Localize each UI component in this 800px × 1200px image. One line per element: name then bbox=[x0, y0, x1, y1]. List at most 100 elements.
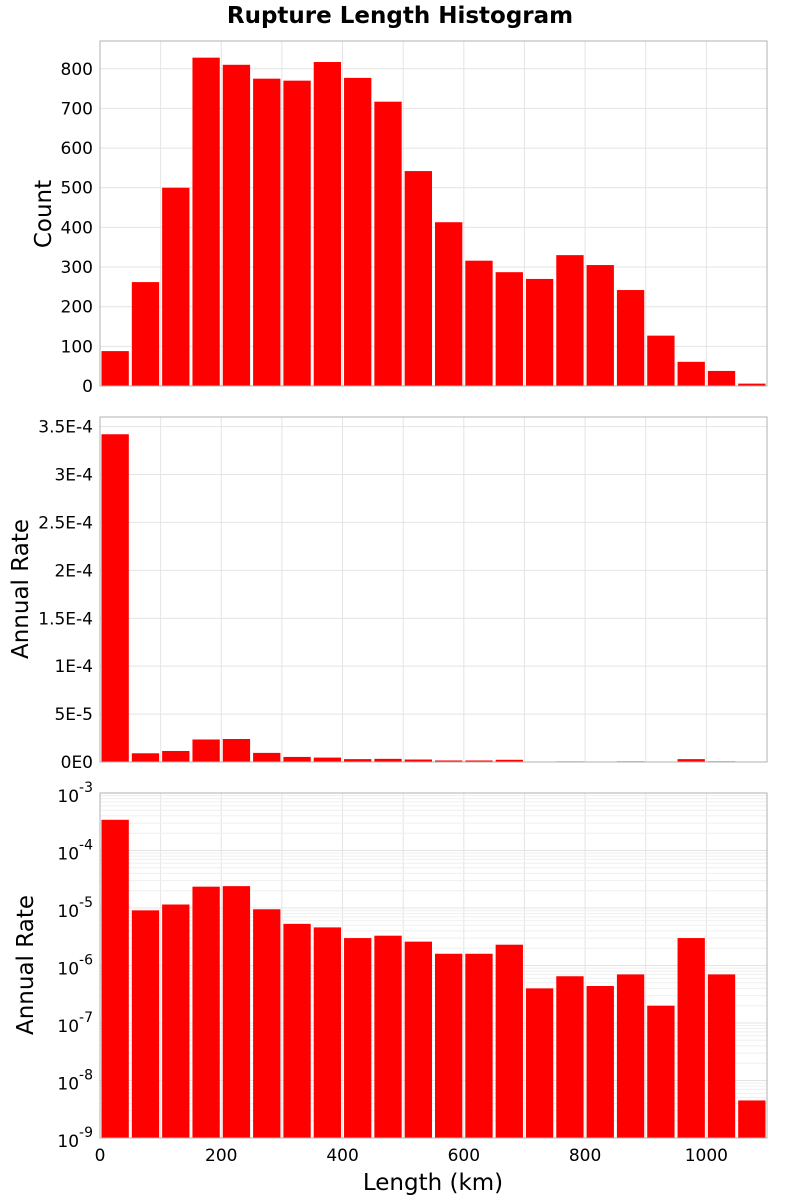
histogram-bar bbox=[344, 759, 372, 762]
y-tick-label: 3.5E-4 bbox=[38, 418, 93, 438]
grid-lines bbox=[100, 417, 767, 763]
histogram-bar bbox=[374, 935, 402, 1138]
y-tick-label: 5E-5 bbox=[54, 705, 93, 725]
bars bbox=[101, 434, 766, 762]
histogram-bar bbox=[404, 941, 432, 1138]
histogram-bar bbox=[495, 272, 523, 386]
histogram-bar bbox=[131, 910, 160, 1138]
count-panel: 0 100 200 300 400 500 600 700 800 bbox=[61, 40, 768, 397]
y-tick-label: 3E-4 bbox=[54, 466, 93, 486]
plot-frame bbox=[99, 416, 768, 763]
linear-panel-ylabel: Annual Rate bbox=[8, 519, 34, 659]
histogram-bar bbox=[616, 974, 645, 1138]
annual-rate-linear-panel: 0E0 5E-5 1E-4 1.5E-4 2E-4 2.5E-4 3E-4 3.5E-4 bbox=[38, 416, 768, 773]
histogram-bar bbox=[616, 290, 645, 386]
count-panel-ylabel: Count bbox=[31, 180, 57, 248]
y-tick-labels: 0E0 5E-5 1E-4 1.5E-4 2E-4 2.5E-4 3E-4 3.5E-4 bbox=[38, 418, 93, 773]
histogram-bar bbox=[404, 759, 432, 762]
x-tick-label: 200 bbox=[205, 1146, 237, 1166]
histogram-bar bbox=[283, 756, 311, 762]
histogram-bar bbox=[647, 335, 675, 386]
histogram-bar bbox=[647, 1005, 675, 1138]
y-tick-label: 10-4 bbox=[57, 838, 93, 865]
histogram-bar bbox=[313, 757, 342, 762]
histogram-bar bbox=[556, 976, 584, 1138]
histogram-bar bbox=[586, 265, 614, 386]
histogram-bar bbox=[313, 62, 342, 386]
y-tick-label: 2.5E-4 bbox=[38, 513, 93, 533]
histogram-bar bbox=[131, 753, 160, 762]
y-tick-label: 500 bbox=[61, 179, 93, 199]
y-tick-label: 10-7 bbox=[57, 1010, 93, 1037]
x-tick-label: 800 bbox=[569, 1146, 601, 1166]
histogram-bar bbox=[495, 759, 523, 762]
y-tick-label: 1.5E-4 bbox=[38, 609, 93, 629]
y-tick-label: 0 bbox=[82, 377, 93, 397]
histogram-bar bbox=[435, 760, 463, 762]
chart-title: Rupture Length Histogram bbox=[227, 3, 573, 29]
histogram-bar bbox=[556, 255, 584, 386]
histogram-bar bbox=[707, 974, 736, 1138]
histogram-bar bbox=[374, 758, 402, 762]
histogram-bar bbox=[253, 909, 281, 1138]
histogram-bar bbox=[707, 370, 736, 386]
y-tick-label: 10-8 bbox=[57, 1068, 93, 1095]
annual-rate-log-panel: 10-9 10-8 10-7 10-6 10-5 10-4 10-3 0 200 400 600 80… bbox=[57, 780, 768, 1166]
histogram-bar bbox=[344, 938, 372, 1138]
histogram-bar bbox=[162, 187, 190, 386]
x-tick-label: 1000 bbox=[685, 1146, 728, 1166]
y-tick-label: 10-5 bbox=[57, 895, 93, 922]
histogram-bar bbox=[677, 759, 705, 762]
y-tick-label: 400 bbox=[61, 218, 93, 238]
log-panel-ylabel: Annual Rate bbox=[13, 895, 39, 1035]
histogram-bar bbox=[738, 383, 766, 386]
histogram-bar bbox=[313, 927, 342, 1138]
histogram-bar bbox=[344, 77, 372, 387]
y-tick-labels: 0 100 200 300 400 500 600 700 800 bbox=[61, 60, 93, 397]
x-tick-label: 400 bbox=[326, 1146, 358, 1166]
histogram-bar bbox=[162, 904, 190, 1138]
x-tick-labels: 0 200 400 600 800 1000 bbox=[95, 1146, 728, 1166]
bars bbox=[101, 57, 766, 387]
histogram-bar bbox=[465, 953, 493, 1138]
histogram-bar bbox=[192, 57, 220, 386]
histogram-bar bbox=[738, 1100, 766, 1138]
histogram-bar bbox=[101, 351, 129, 386]
histogram-bar bbox=[253, 78, 281, 386]
histogram-bar bbox=[525, 278, 554, 386]
y-tick-label: 300 bbox=[61, 258, 93, 278]
y-tick-label: 700 bbox=[61, 99, 93, 119]
histogram-bar bbox=[435, 222, 463, 386]
y-tick-label: 10-3 bbox=[57, 780, 93, 807]
y-tick-label: 100 bbox=[61, 337, 93, 357]
y-tick-label: 0E0 bbox=[61, 753, 93, 773]
bars bbox=[101, 819, 766, 1138]
histogram-bar bbox=[222, 739, 251, 762]
histogram-bar bbox=[283, 923, 311, 1138]
histogram-bar bbox=[222, 886, 251, 1138]
plot-frame bbox=[99, 792, 768, 1139]
histogram-bar bbox=[101, 434, 129, 762]
histogram-bar bbox=[192, 886, 220, 1138]
plot-frame bbox=[99, 40, 768, 387]
y-tick-label: 10-6 bbox=[57, 953, 93, 980]
x-tick-label: 0 bbox=[95, 1146, 106, 1166]
histogram-bar bbox=[435, 953, 463, 1138]
histogram-bar bbox=[283, 80, 311, 386]
histogram-bar bbox=[162, 750, 190, 762]
y-tick-label: 1E-4 bbox=[54, 657, 93, 677]
histogram-bar bbox=[404, 171, 432, 386]
histogram-bar bbox=[222, 64, 251, 387]
y-tick-label: 10-9 bbox=[57, 1125, 93, 1152]
y-tick-label: 200 bbox=[61, 298, 93, 318]
x-axis-label: Length (km) bbox=[363, 1170, 503, 1196]
histogram-bar bbox=[465, 760, 493, 762]
histogram-bar bbox=[374, 101, 402, 386]
histogram-bar bbox=[192, 739, 220, 762]
histogram-bar bbox=[677, 938, 705, 1138]
y-tick-label: 800 bbox=[61, 60, 93, 80]
histogram-bar bbox=[465, 260, 493, 386]
histogram-bar bbox=[586, 986, 614, 1138]
y-tick-label: 2E-4 bbox=[54, 561, 93, 581]
